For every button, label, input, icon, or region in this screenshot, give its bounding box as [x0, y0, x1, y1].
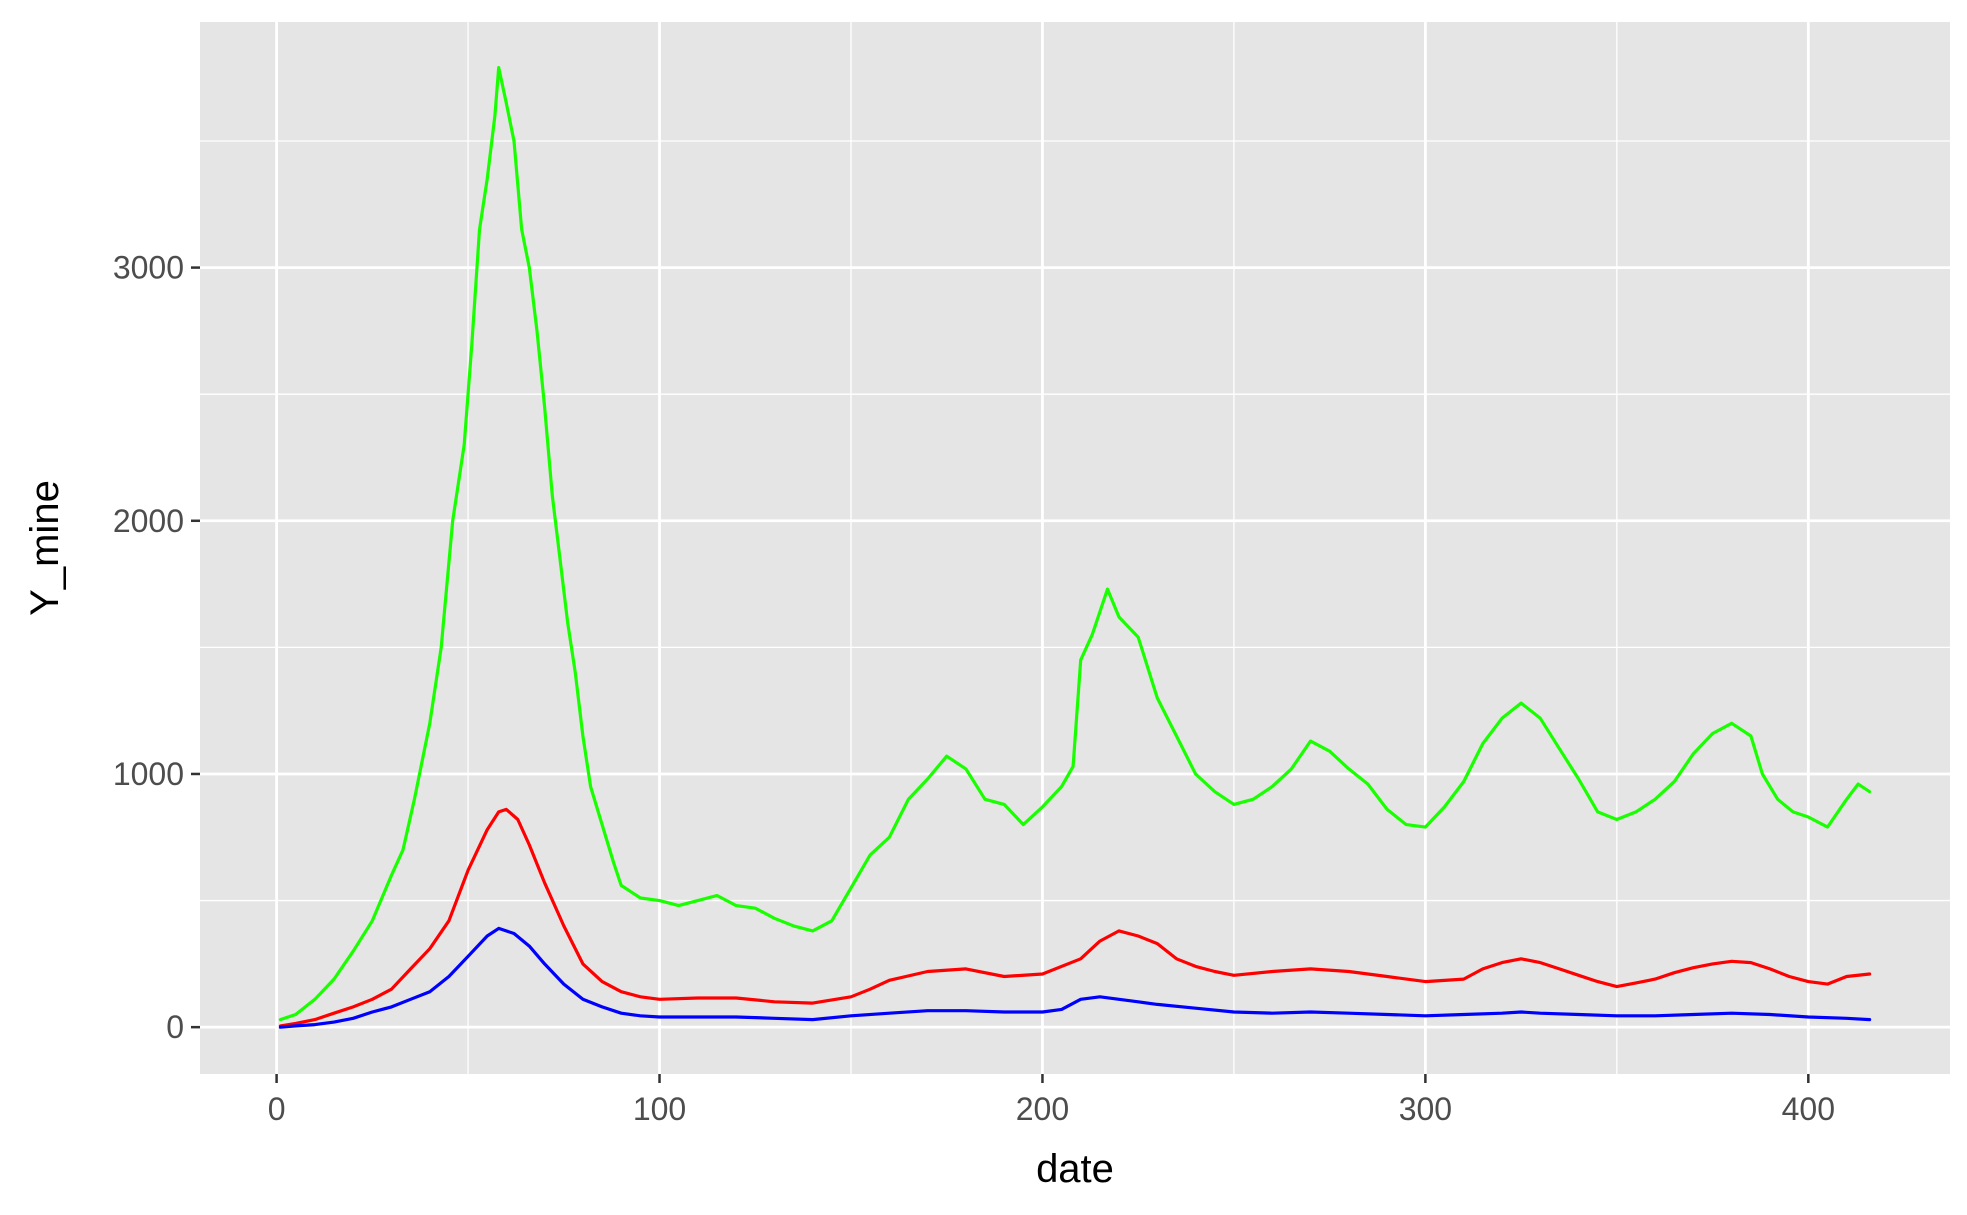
x-tick-label: 200 [1016, 1091, 1069, 1127]
y-tick-label: 1000 [113, 756, 184, 792]
series-line-1 [278, 66, 1872, 1022]
y-tick-label: 0 [166, 1009, 184, 1045]
axis-ticks [191, 266, 1810, 1083]
series-line-2 [278, 807, 1872, 1028]
x-tick-label: 0 [268, 1091, 286, 1127]
x-tick-label: 300 [1399, 1091, 1452, 1127]
panel-background [200, 22, 1950, 1074]
series-layer [278, 66, 1872, 1029]
x-tick-label: 400 [1782, 1091, 1835, 1127]
y-tick-label: 3000 [113, 250, 184, 286]
x-tick-label: 100 [633, 1091, 686, 1127]
y-tick-label: 2000 [113, 503, 184, 539]
tick-labels: 0 100 200 300 400 0 1000 2000 3000 [113, 250, 1835, 1127]
y-axis-title: Y_mine [23, 480, 67, 616]
minor-gridlines [200, 22, 1950, 1074]
major-gridlines [200, 22, 1950, 1074]
x-axis-title: date [1036, 1147, 1114, 1191]
series-line-3 [278, 926, 1872, 1029]
